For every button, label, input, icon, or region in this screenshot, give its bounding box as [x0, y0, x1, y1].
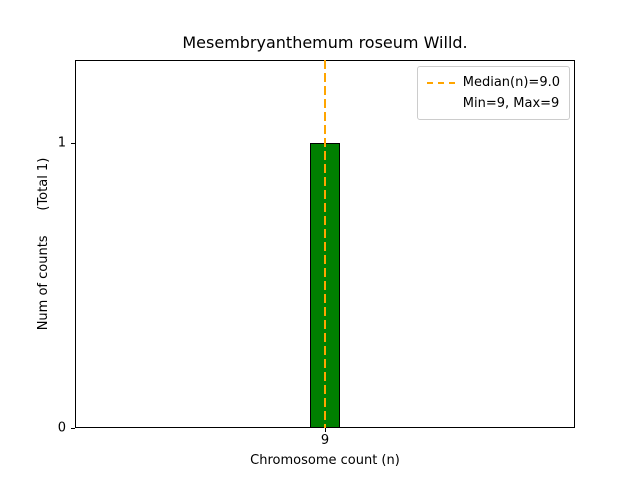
chart-title: Mesembryanthemum roseum Willd. [182, 33, 468, 52]
x-tick-mark [324, 428, 326, 432]
median-line [324, 60, 326, 428]
y-tick-label: 0 [57, 420, 66, 436]
x-tick-label: 9 [320, 433, 330, 448]
legend: Median(n)=9.0 Min=9, Max=9 [416, 66, 570, 120]
legend-label-median: Median(n)=9.0 [462, 75, 560, 90]
x-axis-label: Chromosome count (n) [250, 453, 400, 468]
legend-label-minmax: Min=9, Max=9 [462, 96, 560, 111]
dashed-line-icon [426, 81, 455, 84]
y-axis-label: Num of counts (Total 1) [36, 157, 51, 331]
legend-item-median: Median(n)=9.0 [426, 74, 560, 91]
y-tick-label: 1 [57, 135, 66, 151]
legend-swatch-spacer [427, 103, 455, 105]
legend-item-minmax: Min=9, Max=9 [427, 95, 560, 112]
y-tick-mark [71, 142, 75, 144]
y-tick-mark [71, 427, 75, 429]
